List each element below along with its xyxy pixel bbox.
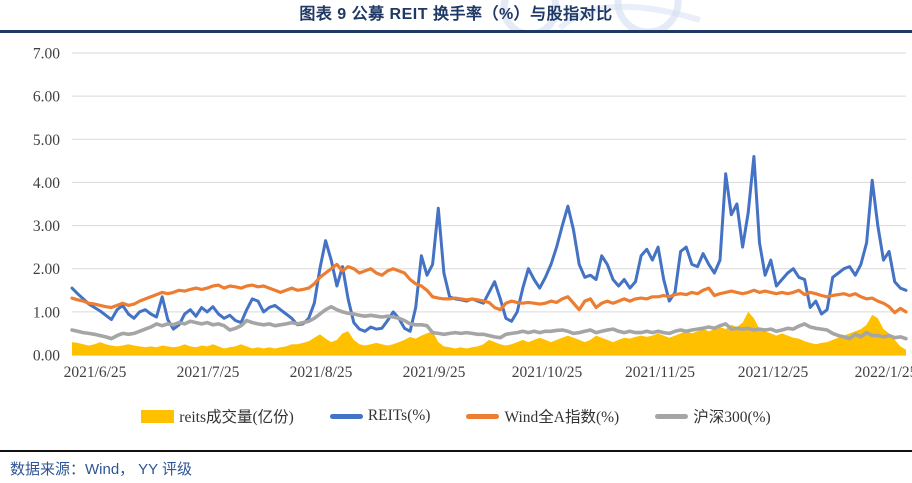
y-tick-label: 5.00 (33, 132, 60, 149)
chart-legend: reits成交量(亿份) REITs(%) Wind全A指数(%) 沪深300(%) (0, 398, 912, 434)
x-tick-label: 2022/1/25 (855, 364, 912, 381)
turnover-comparison-chart: 0.00 1.00 2.00 3.00 4.00 5.00 6.00 7.00 2021/6/2… (33, 46, 912, 382)
x-tick-label: 2021/10/25 (512, 364, 583, 381)
y-tick-label: 4.00 (33, 175, 60, 192)
y-tick-label: 6.00 (33, 89, 60, 106)
y-tick-label: 1.00 (33, 304, 60, 321)
y-tick-label: 0.00 (33, 348, 60, 365)
y-tick-label: 3.00 (33, 218, 60, 235)
legend-item-hs300: 沪深300(%) (655, 405, 771, 427)
legend-item-reits-volume: reits成交量(亿份) (141, 405, 294, 427)
y-tick-label: 7.00 (33, 46, 60, 63)
x-tick-label: 2021/6/25 (64, 364, 127, 381)
x-tick-label: 2021/11/25 (625, 364, 695, 381)
legend-swatch-reits (329, 413, 363, 419)
legend-item-reits: REITs(%) (329, 407, 431, 425)
x-tick-label: 2021/12/25 (738, 364, 809, 381)
legend-label-reits: REITs(%) (367, 407, 431, 424)
footer-divider (0, 450, 912, 452)
data-source: 数据来源：Wind， YY 评级 (10, 461, 192, 478)
x-tick-label: 2021/9/25 (403, 364, 466, 381)
series-reits-line (70, 155, 908, 333)
legend-swatch-reits-volume (141, 409, 175, 423)
x-tick-label: 2021/7/25 (177, 364, 240, 381)
x-tick-label: 2021/8/25 (290, 364, 353, 381)
figure-title: 图表 9 公募 REIT 换手率（%）与股指对比 (299, 6, 613, 23)
legend-item-wind-all-a: Wind全A指数(%) (466, 405, 619, 427)
legend-label-hs300: 沪深300(%) (693, 409, 771, 426)
series-wind-all-a-line (70, 262, 908, 315)
y-tick-label: 2.00 (33, 261, 60, 278)
series-hs300-line (70, 304, 908, 341)
legend-label-wind-all-a: Wind全A指数(%) (504, 409, 620, 426)
figure-header: 图表 9 公募 REIT 换手率（%）与股指对比 (0, 0, 912, 30)
legend-swatch-wind-all-a (466, 413, 500, 419)
title-divider (0, 30, 912, 33)
legend-label-reits-volume: reits成交量(亿份) (179, 409, 294, 426)
series-reits-volume-area (72, 311, 906, 355)
legend-swatch-hs300 (655, 413, 689, 419)
